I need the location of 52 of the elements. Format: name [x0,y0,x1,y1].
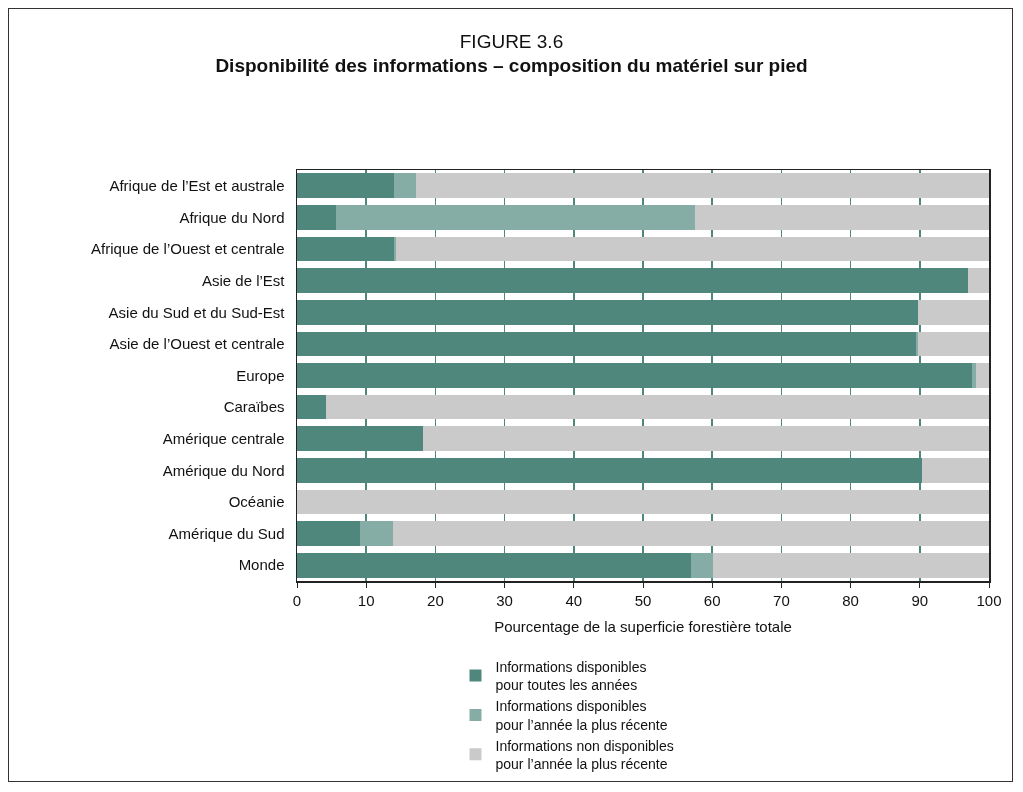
x-tick-label: 10 [357,591,375,609]
y-tick-label: Caraïbes [223,398,285,416]
x-tick-label: 20 [427,591,444,609]
y-tick-label: Amérique centrale [162,429,285,447]
bar [975,363,989,388]
y-tick-label: Afrique de l’Est et australe [109,177,285,195]
y-tick-label: Océanie [228,493,285,511]
y-tick-label: Asie de l’Ouest et centrale [109,335,285,353]
x-tick-label: 40 [565,591,583,609]
bar [393,173,417,199]
x-axis-title: Pourcentage de la superficie forestière totale [494,618,792,636]
x-tick-label: 100 [976,591,1002,609]
bar [297,205,336,230]
x-tick-label: 90 [911,591,929,609]
y-tick-label: Amérique du Nord [162,461,285,479]
x-tick-label: 0 [292,591,302,609]
legend-label: Informations disponibles pour toutes les années [495,658,647,694]
bar [694,205,989,230]
x-tick-label: 70 [773,591,790,609]
y-tick-label: Monde [238,556,285,574]
bar [691,552,713,578]
bar [297,489,989,515]
bar [326,394,989,420]
legend-label: Informations disponibles pour l’année la plus récente [495,698,668,733]
x-tick-label: 80 [842,591,859,609]
x-tick-label: 50 [634,591,652,609]
bar [971,363,976,388]
bar [921,458,989,483]
y-tick-label: Afrique du Nord [179,208,285,226]
bar [712,552,989,578]
y-tick-label: Afrique de l’Ouest et centrale [91,240,285,258]
y-tick-label: Europe [236,366,285,384]
x-tick-label: 60 [703,591,721,609]
y-tick-label: Asie du Sud et du Sud-Est [108,303,286,321]
x-tick-label: 30 [496,591,513,609]
bar [297,521,360,546]
bar [393,236,396,262]
bar [917,331,989,357]
bar [422,426,989,452]
chart-title: FIGURE 3.6 [459,30,564,52]
bar [416,173,989,199]
bar [393,521,989,546]
bar [297,394,327,420]
y-tick-label: Amérique du Sud [168,524,285,542]
bar [359,521,394,546]
chart-subtitle: Disponibilité des informations – composition du matériel sur pied [215,55,808,77]
bar [917,299,989,325]
legend-label: Informations non disponibles pour l’année la plus récente [495,737,674,772]
bar [395,236,989,262]
y-tick-label: Asie de l’Est [201,271,286,289]
bar [968,268,989,293]
bar [335,205,695,230]
